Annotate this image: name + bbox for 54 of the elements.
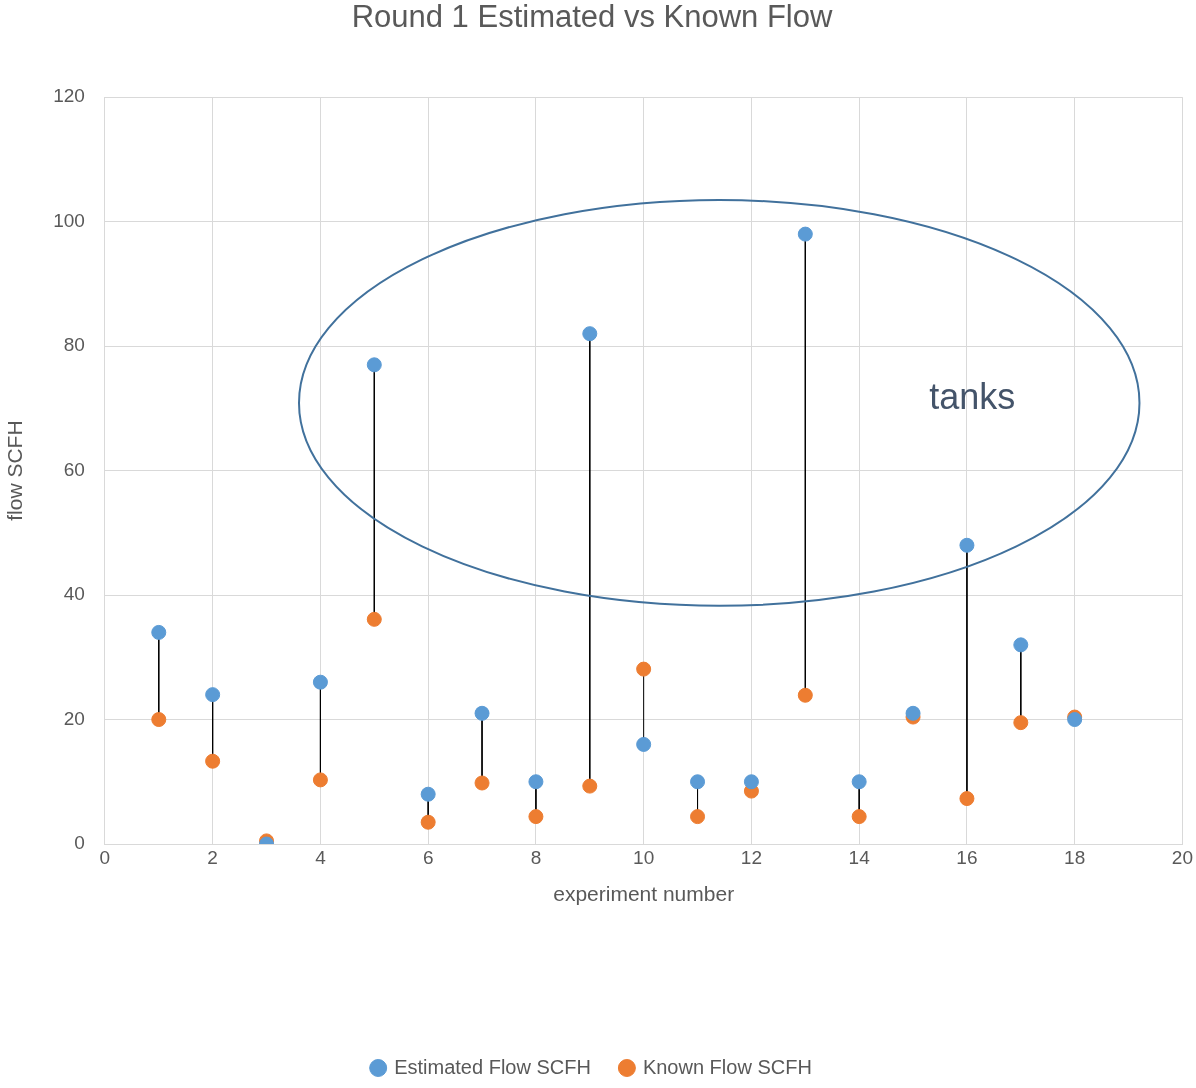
point: [366, 611, 382, 627]
x-tick-label: 8: [530, 846, 542, 868]
point: [636, 661, 652, 677]
point: [528, 809, 544, 825]
chart-title: Round 1 Estimated vs Known Flow: [351, 0, 833, 35]
point: [582, 326, 598, 342]
annotation: tanks: [929, 375, 1016, 418]
legend-label: Estimated Flow SCFH: [394, 1055, 591, 1078]
x-tick-label: 0: [99, 846, 111, 868]
x-tick-label: 4: [315, 846, 327, 868]
point: [528, 774, 544, 790]
y-tick-label: 0: [74, 832, 85, 854]
point: [959, 791, 975, 807]
point: [690, 809, 706, 825]
point: [420, 786, 436, 802]
x-tick-label: 18: [1064, 846, 1086, 868]
y-tick-label: 40: [63, 583, 85, 605]
point: [636, 736, 652, 752]
point: [797, 226, 813, 242]
point: [205, 753, 221, 769]
x-tick-label: 10: [633, 846, 655, 868]
point: [205, 687, 221, 703]
point: [797, 687, 813, 703]
point: [851, 774, 867, 790]
point: [905, 705, 921, 721]
x-axis-title: experiment number: [553, 882, 735, 906]
point: [1013, 637, 1029, 653]
point: [474, 705, 490, 721]
point: [582, 778, 598, 794]
point: [743, 774, 759, 790]
point: [366, 357, 382, 373]
point: [312, 674, 328, 690]
x-tick-label: 20: [1171, 846, 1193, 868]
y-tick-label: 100: [53, 209, 85, 231]
x-tick-label: 14: [848, 846, 871, 868]
point: [1013, 715, 1029, 731]
point: [851, 809, 867, 825]
point: [312, 772, 328, 788]
y-tick-label: 80: [63, 334, 85, 356]
point: [151, 624, 167, 640]
legend-label: Known Flow SCFH: [642, 1055, 812, 1078]
point: [690, 774, 706, 790]
point: [959, 537, 975, 553]
x-tick-label: 12: [740, 846, 762, 868]
point: [474, 775, 490, 791]
y-tick-label: 120: [53, 85, 85, 107]
y-tick-label: 60: [63, 458, 85, 480]
x-tick-label: 6: [422, 846, 434, 868]
y-tick-label: 20: [63, 707, 85, 729]
x-tick-label: 16: [956, 846, 978, 868]
x-tick-label: 2: [207, 846, 218, 868]
point: [420, 814, 436, 830]
point: [151, 712, 167, 728]
y-axis-title: flow SCFH: [3, 420, 27, 521]
